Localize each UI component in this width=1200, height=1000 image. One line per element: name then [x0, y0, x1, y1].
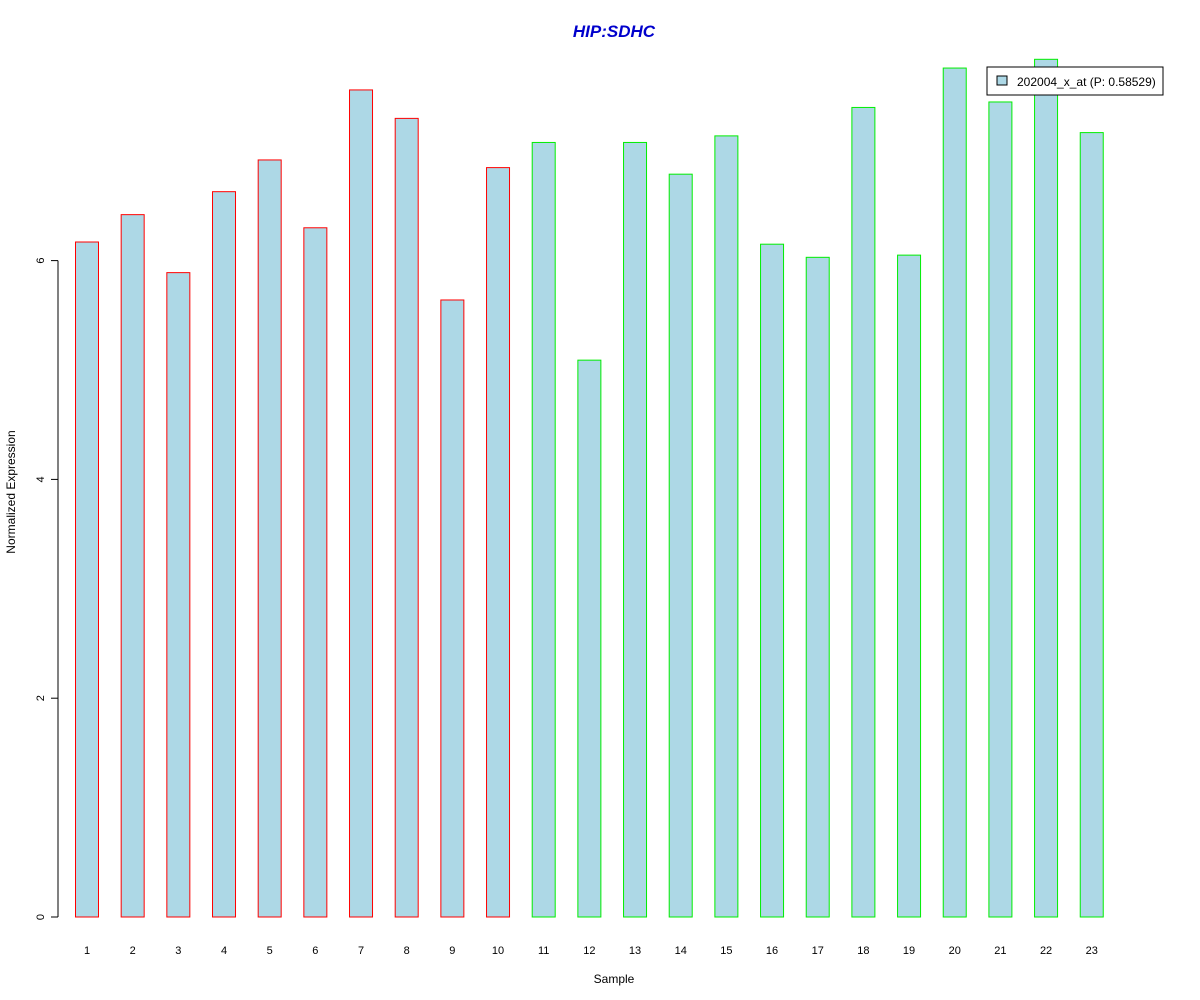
bar-sample-7	[349, 89, 374, 918]
x-tick-label: 13	[629, 945, 641, 957]
bar-sample-3	[166, 272, 191, 918]
y-axis: 0 2 4 6	[35, 258, 59, 920]
bar-sample-20	[942, 67, 967, 918]
bar-sample-12	[577, 359, 602, 918]
x-tick-label: 15	[720, 945, 732, 957]
bar-sample-2	[120, 214, 145, 918]
x-tick-label: 1	[84, 945, 90, 957]
legend: 202004_x_at (P: 0.58529)	[986, 66, 1164, 96]
bars-group	[75, 58, 1104, 918]
bar-sample-14	[668, 173, 693, 918]
x-tick-label: 16	[766, 945, 778, 957]
x-tick-label: 2	[130, 945, 136, 957]
bar-sample-13	[623, 141, 648, 918]
legend-box	[986, 66, 1164, 96]
chart-title: HIP:SDHC	[573, 22, 656, 41]
bar-sample-17	[805, 256, 830, 918]
bar-sample-22	[1034, 58, 1059, 918]
x-axis-label: Sample	[594, 972, 635, 986]
bar-sample-1	[75, 241, 99, 918]
y-axis-label: Normalized Expression	[4, 430, 18, 553]
bar-sample-10	[486, 167, 511, 918]
y-tick-label: 2	[35, 695, 47, 701]
x-tick-label: 4	[221, 945, 227, 957]
legend-label: 202004_x_at (P: 0.58529)	[1017, 75, 1156, 89]
x-tick-label: 10	[492, 945, 504, 957]
x-tick-label: 22	[1040, 945, 1052, 957]
x-tick-label: 23	[1086, 945, 1098, 957]
x-tick-label: 21	[994, 945, 1006, 957]
x-axis-tick-labels: 1 2 3 4 5 6 7 8 9 10 11 12 13 14 15 16 17 18 19 20 21 22 23	[84, 945, 1098, 957]
bar-sample-21	[988, 101, 1013, 918]
bar-sample-5	[257, 159, 282, 918]
x-tick-label: 8	[404, 945, 410, 957]
x-tick-label: 18	[857, 945, 869, 957]
x-tick-label: 14	[675, 945, 687, 957]
x-tick-label: 3	[175, 945, 181, 957]
bar-sample-9	[440, 299, 465, 918]
x-tick-label: 9	[449, 945, 455, 957]
x-tick-label: 17	[812, 945, 824, 957]
x-tick-label: 11	[538, 945, 549, 957]
x-tick-label: 20	[949, 945, 961, 957]
bar-sample-6	[303, 227, 328, 918]
legend-swatch	[996, 75, 1008, 86]
x-tick-label: 12	[583, 945, 595, 957]
bar-sample-23	[1079, 132, 1104, 918]
y-tick-label: 4	[35, 476, 47, 482]
y-tick-label: 0	[35, 914, 47, 920]
x-tick-label: 19	[903, 945, 915, 957]
bar-sample-18	[851, 106, 876, 918]
y-tick-label: 6	[35, 258, 47, 264]
x-tick-label: 7	[358, 945, 364, 957]
bar-sample-8	[394, 117, 419, 918]
x-tick-label: 5	[267, 945, 273, 957]
bar-sample-15	[714, 135, 739, 918]
bar-sample-19	[897, 254, 922, 918]
x-tick-label: 6	[312, 945, 318, 957]
bar-sample-4	[212, 191, 237, 918]
bar-sample-11	[531, 141, 556, 918]
bar-sample-16	[760, 243, 785, 918]
